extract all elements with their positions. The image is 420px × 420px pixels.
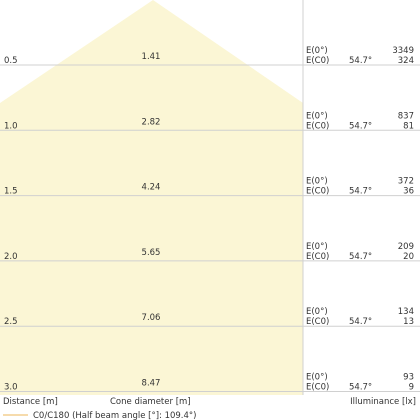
- e0-value: 837: [398, 111, 414, 121]
- grid-lines: [0, 0, 420, 395]
- distance-label: 2.0: [4, 252, 18, 262]
- angle-label: 54.7°: [349, 383, 372, 393]
- y-axis-label: Illuminance [lx]: [350, 397, 416, 407]
- cone-diameter-value: 1.41: [142, 52, 161, 62]
- ec0-label: E(C0): [306, 383, 329, 393]
- ec0-label: E(C0): [306, 121, 329, 131]
- ec0-value: 36: [403, 187, 414, 197]
- distance-label: 2.5: [4, 317, 18, 327]
- cone-diameter-value: 8.47: [142, 379, 161, 389]
- e0-value: 372: [398, 177, 414, 187]
- angle-label: 54.7°: [349, 56, 372, 66]
- e0-value: 209: [398, 242, 414, 252]
- cone-diameter-label: Cone diameter [m]: [110, 397, 191, 407]
- ec0-value: 9: [409, 383, 414, 393]
- distance-label: 1.5: [4, 187, 18, 197]
- e0-label: E(0°): [306, 111, 328, 121]
- e0-value: 134: [398, 307, 414, 317]
- ec0-label: E(C0): [306, 252, 329, 262]
- legend-entry: C0/C180 (Half beam angle [°]: 109.4°): [33, 411, 197, 420]
- ec0-value: 81: [403, 121, 414, 131]
- ec0-label: E(C0): [306, 317, 329, 327]
- cone-diameter-value: 7.06: [142, 313, 161, 323]
- ec0-label: E(C0): [306, 187, 329, 197]
- angle-label: 54.7°: [349, 252, 372, 262]
- beam-cone-area: [0, 0, 303, 395]
- e0-label: E(0°): [306, 373, 328, 383]
- ec0-label: E(C0): [306, 56, 329, 66]
- e0-label: E(0°): [306, 307, 328, 317]
- e0-value: 93: [403, 373, 414, 383]
- distance-label: 1.0: [4, 121, 18, 131]
- ec0-value: 13: [403, 317, 414, 327]
- distance-label: 3.0: [4, 383, 18, 393]
- distance-label: 0.5: [4, 56, 18, 66]
- e0-value: 3349: [392, 46, 414, 56]
- cone-diameter-value: 4.24: [142, 183, 161, 193]
- cone-diameter-value: 2.82: [142, 117, 161, 127]
- cone-diameter-value: 5.65: [142, 248, 161, 258]
- ec0-value: 20: [403, 252, 414, 262]
- angle-label: 54.7°: [349, 187, 372, 197]
- e0-label: E(0°): [306, 46, 328, 56]
- angle-label: 54.7°: [349, 121, 372, 131]
- x-axis-label: Distance [m]: [3, 397, 58, 407]
- angle-label: 54.7°: [349, 317, 372, 327]
- table-row: 3.0 8.47 E(0°)E(C0) 54.7° 939: [4, 373, 414, 393]
- e0-label: E(0°): [306, 177, 328, 187]
- e0-label: E(0°): [306, 242, 328, 252]
- ec0-value: 324: [398, 56, 414, 66]
